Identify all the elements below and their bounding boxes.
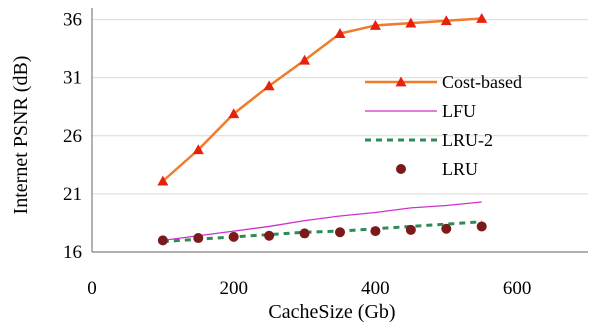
x-tick-label: 600 <box>503 278 532 299</box>
x-tick-label: 0 <box>87 278 97 299</box>
data-point-cost-based <box>440 15 452 26</box>
data-point-cost-based <box>263 80 275 91</box>
y-tick-label: 36 <box>63 10 82 31</box>
y-tick-label: 26 <box>63 126 82 147</box>
y-tick-label: 21 <box>63 184 82 205</box>
legend-item-lru: LRU <box>396 159 478 179</box>
data-point-lru <box>193 233 204 244</box>
data-point-cost-based <box>369 19 381 30</box>
x-axis-title: CacheSize (Gb) <box>268 301 395 323</box>
series-lru <box>157 221 487 246</box>
series-line-lfu <box>162 201 482 242</box>
data-point-cost-based <box>476 12 488 23</box>
y-axis-title: Internet PSNR (dB) <box>10 56 32 215</box>
legend-item-lfu: LFU <box>365 101 476 121</box>
data-point-cost-based <box>157 175 169 186</box>
series-line-cost-based <box>162 17 482 183</box>
tick-labels: 16 21 26 31 36 0 200 400 600 <box>63 10 531 299</box>
series-line-lru-2 <box>162 220 482 244</box>
legend-label: Cost-based <box>442 72 522 92</box>
data-point-lru <box>370 226 381 237</box>
data-point-cost-based <box>192 144 204 155</box>
axes <box>91 8 588 253</box>
data-point-cost-based <box>299 54 311 65</box>
data-point-lru <box>157 235 168 246</box>
legend-item-lru-2: LRU-2 <box>365 130 493 150</box>
data-point-cost-based <box>334 28 346 38</box>
data-point-lru <box>264 230 275 241</box>
legend-swatch-marker <box>396 164 406 174</box>
y-tick-label: 31 <box>63 68 82 89</box>
series-layer <box>157 12 488 246</box>
data-point-lru <box>299 228 310 239</box>
data-point-lru <box>476 221 487 232</box>
legend-item-cost-based: Cost-based <box>365 72 522 92</box>
series-lru-2 <box>162 220 482 244</box>
data-point-cost-based <box>228 108 240 119</box>
x-tick-label: 400 <box>361 278 390 299</box>
legend-label: LFU <box>442 101 476 121</box>
gridlines <box>92 19 588 253</box>
data-point-lru <box>228 231 239 242</box>
legend-label: LRU-2 <box>442 130 493 150</box>
data-point-lru <box>335 227 345 238</box>
data-point-lru <box>441 223 452 234</box>
series-lfu <box>162 201 482 242</box>
legend: Cost-based LFU LRU-2 LRU <box>365 72 522 179</box>
x-tick-label: 200 <box>219 278 248 299</box>
legend-swatch-marker <box>395 76 407 87</box>
data-point-lru <box>405 224 416 235</box>
data-point-cost-based <box>405 17 417 28</box>
y-tick-label: 16 <box>63 242 82 263</box>
legend-label: LRU <box>442 159 478 179</box>
series-cost-based <box>157 12 488 186</box>
